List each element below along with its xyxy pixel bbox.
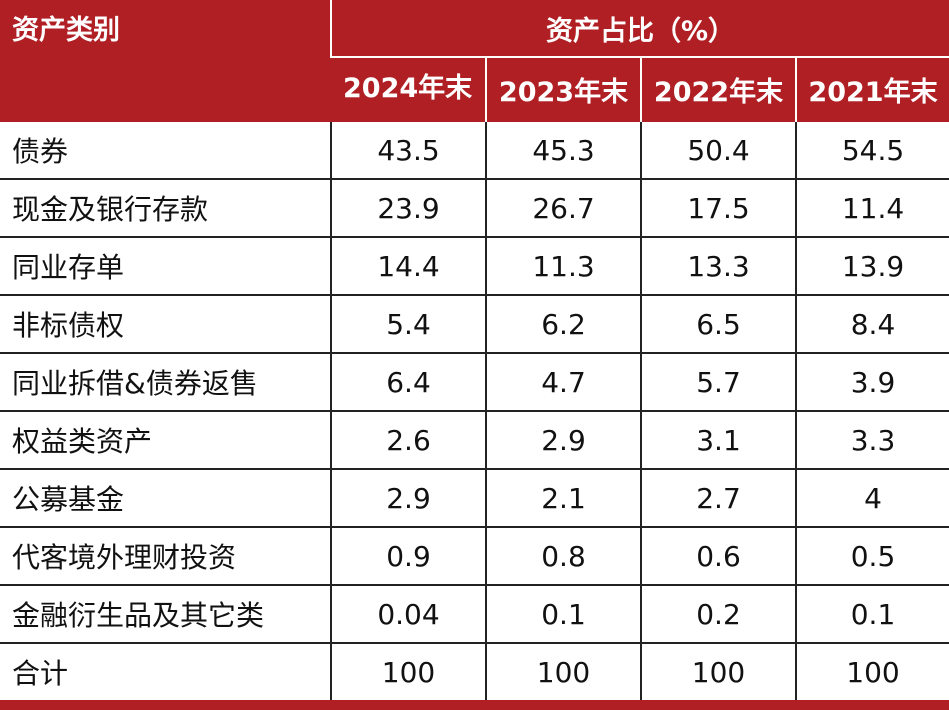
value-cell: 11.3	[485, 236, 641, 295]
value-cell: 6.4	[330, 352, 486, 411]
category-cell: 权益类资产	[0, 410, 331, 469]
value-cell: 11.4	[795, 178, 949, 237]
category-cell: 非标债权	[0, 294, 331, 353]
value-cell: 6.5	[640, 294, 796, 353]
value-cell: 0.9	[330, 526, 486, 585]
year-header-2024: 2024年末	[331, 57, 486, 121]
value-cell: 54.5	[795, 120, 949, 179]
value-cell: 0.2	[640, 584, 796, 643]
category-cell: 同业拆借&债券返售	[0, 352, 331, 411]
value-cell: 17.5	[640, 178, 796, 237]
value-cell: 0.6	[640, 526, 796, 585]
value-cell: 13.9	[795, 236, 949, 295]
table-row: 权益类资产 2.6 2.9 3.1 3.3	[0, 410, 949, 469]
table-row: 同业拆借&债券返售 6.4 4.7 5.7 3.9	[0, 352, 949, 411]
value-cell: 2.7	[640, 468, 796, 527]
value-cell: 13.3	[640, 236, 796, 295]
category-cell: 现金及银行存款	[0, 178, 331, 237]
table-row: 代客境外理财投资 0.9 0.8 0.6 0.5	[0, 526, 949, 585]
category-cell: 金融衍生品及其它类	[0, 584, 331, 643]
value-cell: 3.9	[795, 352, 949, 411]
value-cell: 2.9	[330, 468, 486, 527]
value-cell: 100	[795, 642, 949, 700]
value-cell: 43.5	[330, 120, 486, 179]
table-header: 资产类别 资产占比（%） 2024年末 2023年末 2022年末 2021年末	[0, 0, 949, 121]
value-cell: 23.9	[330, 178, 486, 237]
value-cell: 14.4	[330, 236, 486, 295]
value-cell: 0.04	[330, 584, 486, 643]
asset-share-group-header: 资产占比（%）	[330, 0, 949, 58]
value-cell: 5.4	[330, 294, 486, 353]
bottom-border-band	[0, 700, 949, 710]
year-header-2021: 2021年末	[795, 57, 949, 121]
value-cell: 2.6	[330, 410, 486, 469]
value-cell: 2.1	[485, 468, 641, 527]
table-row: 债券 43.5 45.3 50.4 54.5	[0, 120, 949, 179]
value-cell: 45.3	[485, 120, 641, 179]
category-column-header: 资产类别	[0, 0, 331, 121]
category-cell: 债券	[0, 120, 331, 179]
value-cell: 4.7	[485, 352, 641, 411]
value-cell: 0.8	[485, 526, 641, 585]
value-cell: 100	[640, 642, 796, 700]
value-cell: 5.7	[640, 352, 796, 411]
table-row: 金融衍生品及其它类 0.04 0.1 0.2 0.1	[0, 584, 949, 643]
category-cell: 合计	[0, 642, 331, 700]
value-cell: 3.3	[795, 410, 949, 469]
value-cell: 6.2	[485, 294, 641, 353]
category-cell: 同业存单	[0, 236, 331, 295]
value-cell: 50.4	[640, 120, 796, 179]
table-row: 非标债权 5.4 6.2 6.5 8.4	[0, 294, 949, 353]
table-row: 公募基金 2.9 2.1 2.7 4	[0, 468, 949, 527]
table-body: 债券 43.5 45.3 50.4 54.5 现金及银行存款 23.9 26.7 17.5 11.…	[0, 120, 949, 700]
value-cell: 100	[485, 642, 641, 700]
value-cell: 100	[330, 642, 486, 700]
category-cell: 代客境外理财投资	[0, 526, 331, 585]
year-header-2023: 2023年末	[485, 57, 641, 121]
value-cell: 0.1	[485, 584, 641, 643]
category-cell: 公募基金	[0, 468, 331, 527]
value-cell: 0.5	[795, 526, 949, 585]
table-row: 合计 100 100 100 100	[0, 642, 949, 700]
value-cell: 2.9	[485, 410, 641, 469]
table-row: 现金及银行存款 23.9 26.7 17.5 11.4	[0, 178, 949, 237]
value-cell: 4	[795, 468, 949, 527]
value-cell: 3.1	[640, 410, 796, 469]
table-row: 同业存单 14.4 11.3 13.3 13.9	[0, 236, 949, 295]
value-cell: 8.4	[795, 294, 949, 353]
value-cell: 26.7	[485, 178, 641, 237]
year-header-2022: 2022年末	[640, 57, 796, 121]
value-cell: 0.1	[795, 584, 949, 643]
